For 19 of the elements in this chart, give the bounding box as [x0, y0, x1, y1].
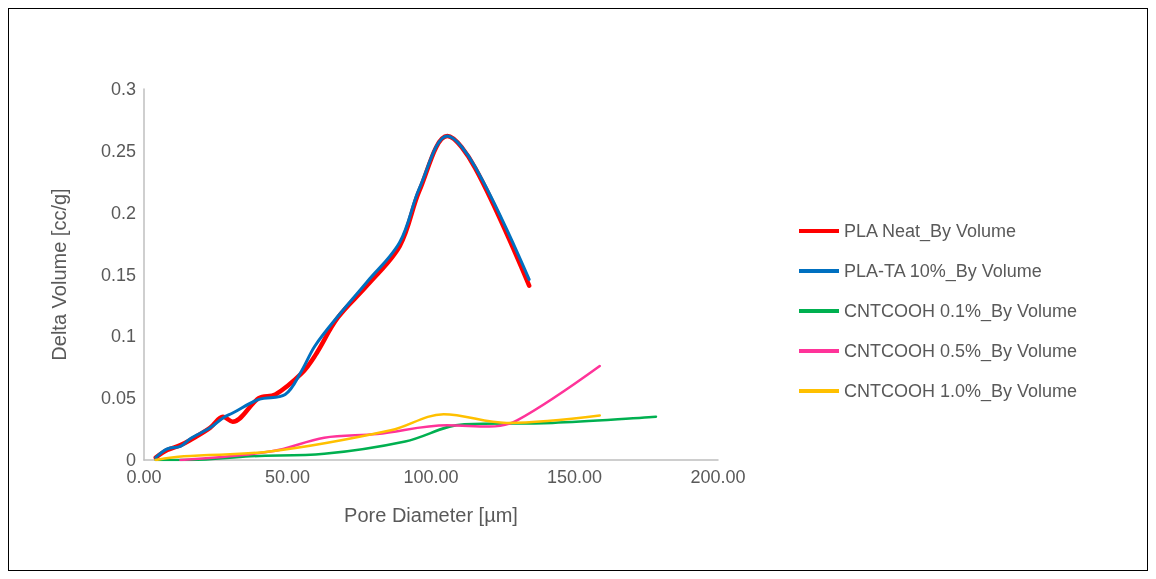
x-tick-label: 50.00 [264, 467, 311, 487]
y-tick-label: 0.3 [110, 79, 136, 99]
x-axis-title: Pore Diameter [µm] [344, 504, 518, 526]
y-tick-label: 0.15 [100, 264, 136, 285]
legend-label: PLA-TA 10%_By Volume [844, 261, 1042, 282]
legend-label: PLA Neat_By Volume [844, 221, 1017, 242]
x-tick-label: 150.00 [546, 467, 603, 487]
x-tick-label: 100.00 [403, 467, 459, 487]
y-tick-label: 0.2 [110, 202, 136, 223]
legend-label: CNTCOOH 0.1%_By Volume [844, 301, 1078, 322]
legend-label: CNTCOOH 1.0%_By Volume [844, 381, 1078, 402]
y-axis-title: Delta Volume [cc/g] [48, 188, 70, 361]
legend-label: CNTCOOH 0.5%_By Volume [844, 341, 1078, 362]
x-tick-label: 0.00 [126, 467, 162, 487]
y-tick-label: 0.25 [100, 140, 136, 161]
y-tick-label: 0.1 [110, 326, 136, 347]
x-tick-label: 200.00 [690, 467, 746, 487]
y-tick-label: 0 [125, 450, 136, 470]
y-tick-label: 0.05 [100, 388, 136, 409]
